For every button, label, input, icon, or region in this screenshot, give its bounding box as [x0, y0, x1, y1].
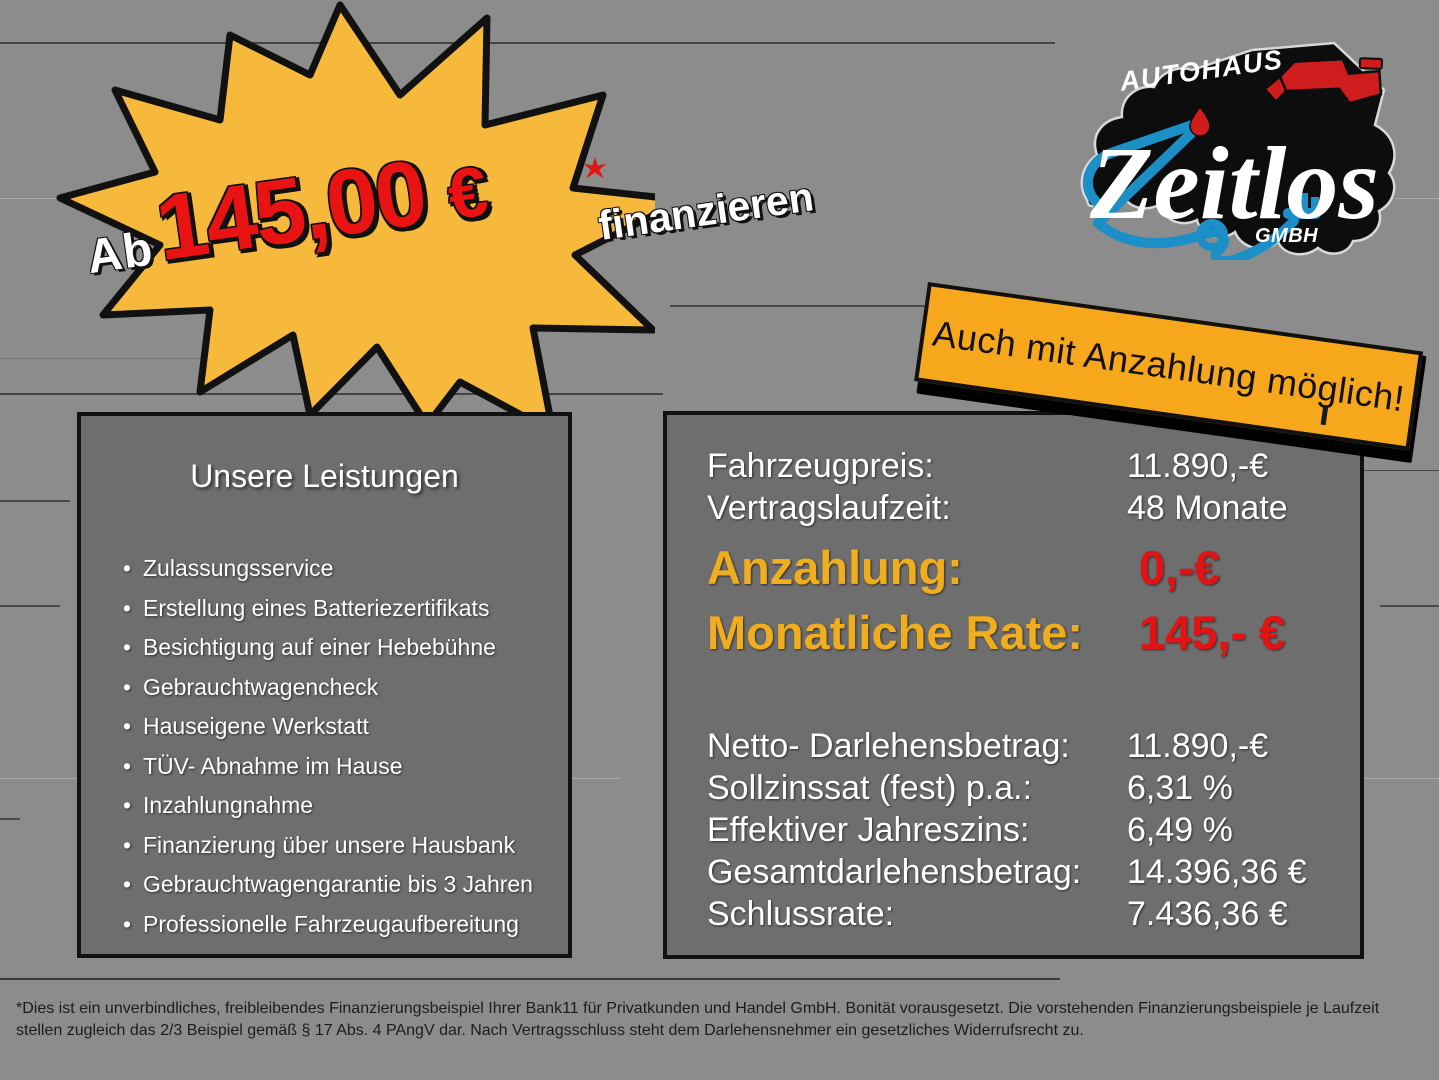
svg-text:Zeitlos: Zeitlos	[1089, 126, 1379, 241]
